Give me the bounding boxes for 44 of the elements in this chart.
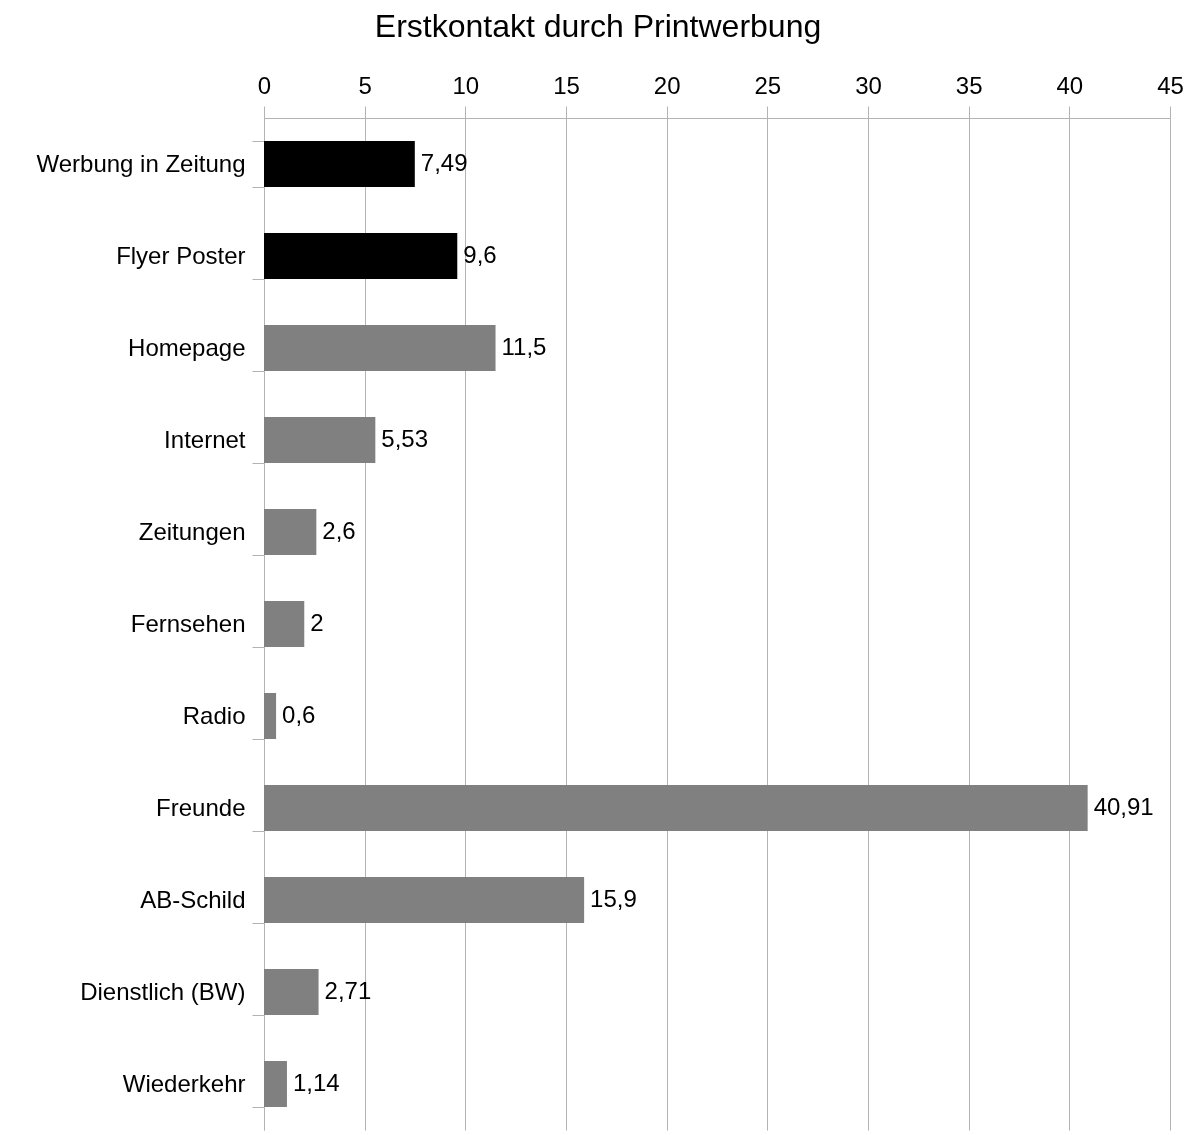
- bar: [264, 141, 415, 187]
- bar: [264, 233, 458, 279]
- data-label: 5,53: [381, 425, 429, 452]
- y-tick-label: Flyer Poster: [116, 241, 246, 269]
- x-tick-label: 25: [754, 71, 782, 99]
- bar: [264, 785, 1088, 831]
- data-label: 0,6: [282, 701, 316, 728]
- data-label: 9,6: [463, 241, 497, 268]
- bar: [264, 417, 376, 463]
- y-tick-label: Wiederkehr: [122, 1069, 246, 1097]
- data-label: 11,5: [501, 333, 547, 360]
- x-tick-label: 10: [452, 71, 480, 99]
- x-tick-label: 15: [553, 71, 580, 99]
- bar: [264, 877, 585, 923]
- x-tick-label: 0: [257, 71, 272, 99]
- data-label: 2,6: [322, 517, 356, 544]
- data-label: 7,49: [420, 149, 468, 176]
- x-tick-label: 30: [855, 71, 882, 99]
- chart-title: Erstkontakt durch Printwerbung: [374, 8, 822, 44]
- y-tick-label: Freunde: [156, 793, 246, 821]
- data-label: 15,9: [590, 885, 637, 912]
- data-label: 2,71: [324, 977, 372, 1004]
- bar: [264, 1061, 287, 1107]
- y-tick-label: AB-Schild: [140, 885, 246, 913]
- x-tick-label: 5: [358, 71, 372, 99]
- bar: [264, 969, 319, 1015]
- bar: [264, 601, 305, 647]
- data-label: 1,14: [292, 1069, 340, 1096]
- bar: [264, 509, 317, 555]
- x-tick-label: 45: [1157, 71, 1184, 99]
- y-tick-label: Dienstlich (BW): [80, 977, 246, 1005]
- data-label: 2: [310, 609, 324, 636]
- y-tick-label: Radio: [182, 701, 246, 729]
- y-tick-label: Zeitungen: [138, 517, 246, 545]
- y-tick-label: Werbung in Zeitung: [36, 149, 246, 177]
- x-tick-label: 20: [653, 71, 681, 99]
- y-tick-label: Homepage: [128, 333, 246, 361]
- data-label: 40,91: [1093, 793, 1154, 820]
- y-tick-label: Internet: [164, 425, 246, 453]
- bar: [264, 693, 277, 739]
- x-tick-label: 40: [1056, 71, 1084, 99]
- bar: [264, 325, 496, 371]
- x-tick-label: 35: [955, 71, 983, 99]
- y-tick-label: Fernsehen: [130, 609, 246, 637]
